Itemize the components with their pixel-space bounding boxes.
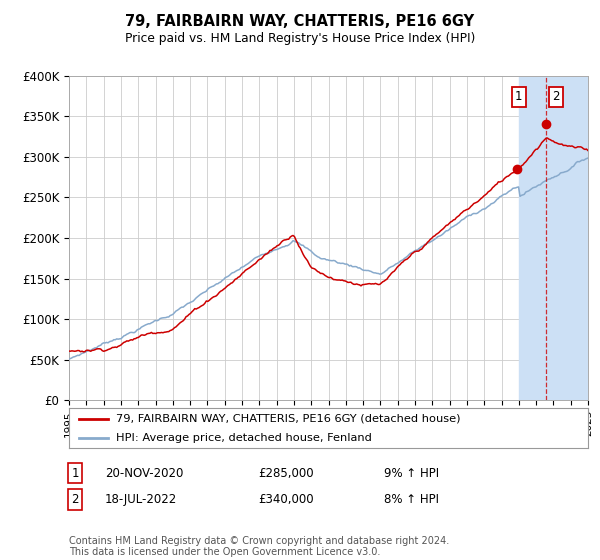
Text: 1: 1 <box>71 466 79 480</box>
Text: 1: 1 <box>515 90 523 103</box>
Text: 8% ↑ HPI: 8% ↑ HPI <box>384 493 439 506</box>
Text: HPI: Average price, detached house, Fenland: HPI: Average price, detached house, Fenl… <box>116 433 371 443</box>
Text: £285,000: £285,000 <box>258 466 314 480</box>
Text: 20-NOV-2020: 20-NOV-2020 <box>105 466 184 480</box>
Text: 79, FAIRBAIRN WAY, CHATTERIS, PE16 6GY (detached house): 79, FAIRBAIRN WAY, CHATTERIS, PE16 6GY (… <box>116 414 460 424</box>
Bar <box>519 76 588 400</box>
Text: 2: 2 <box>552 90 560 103</box>
Text: 2: 2 <box>71 493 79 506</box>
Text: 79, FAIRBAIRN WAY, CHATTERIS, PE16 6GY: 79, FAIRBAIRN WAY, CHATTERIS, PE16 6GY <box>125 14 475 29</box>
Text: Contains HM Land Registry data © Crown copyright and database right 2024.
This d: Contains HM Land Registry data © Crown c… <box>69 535 449 557</box>
Text: Price paid vs. HM Land Registry's House Price Index (HPI): Price paid vs. HM Land Registry's House … <box>125 32 475 45</box>
Text: £340,000: £340,000 <box>258 493 314 506</box>
Text: 9% ↑ HPI: 9% ↑ HPI <box>384 466 439 480</box>
Text: 18-JUL-2022: 18-JUL-2022 <box>105 493 177 506</box>
